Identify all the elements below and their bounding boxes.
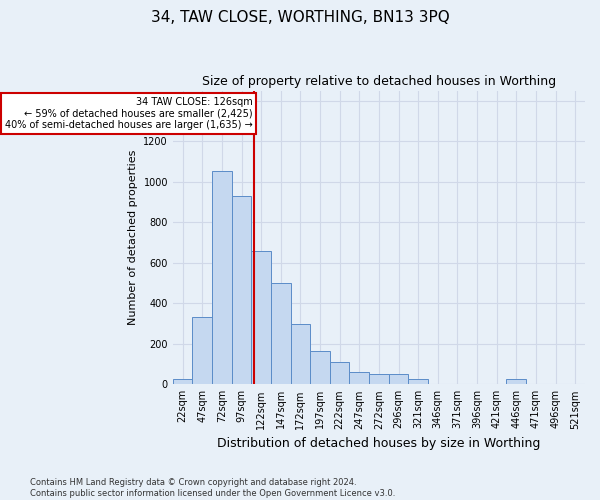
- Text: 34 TAW CLOSE: 126sqm
← 59% of detached houses are smaller (2,425)
40% of semi-de: 34 TAW CLOSE: 126sqm ← 59% of detached h…: [5, 96, 253, 130]
- X-axis label: Distribution of detached houses by size in Worthing: Distribution of detached houses by size …: [217, 437, 541, 450]
- Text: 34, TAW CLOSE, WORTHING, BN13 3PQ: 34, TAW CLOSE, WORTHING, BN13 3PQ: [151, 10, 449, 25]
- Bar: [349, 372, 369, 384]
- Bar: [290, 324, 310, 384]
- Text: Contains HM Land Registry data © Crown copyright and database right 2024.
Contai: Contains HM Land Registry data © Crown c…: [30, 478, 395, 498]
- Title: Size of property relative to detached houses in Worthing: Size of property relative to detached ho…: [202, 75, 556, 88]
- Bar: [409, 379, 428, 384]
- Bar: [193, 318, 212, 384]
- Y-axis label: Number of detached properties: Number of detached properties: [128, 150, 138, 325]
- Bar: [330, 362, 349, 384]
- Bar: [251, 250, 271, 384]
- Bar: [310, 351, 330, 384]
- Bar: [506, 379, 526, 384]
- Bar: [271, 283, 290, 384]
- Bar: [173, 379, 193, 384]
- Bar: [232, 196, 251, 384]
- Bar: [369, 374, 389, 384]
- Bar: [212, 170, 232, 384]
- Bar: [389, 374, 409, 384]
